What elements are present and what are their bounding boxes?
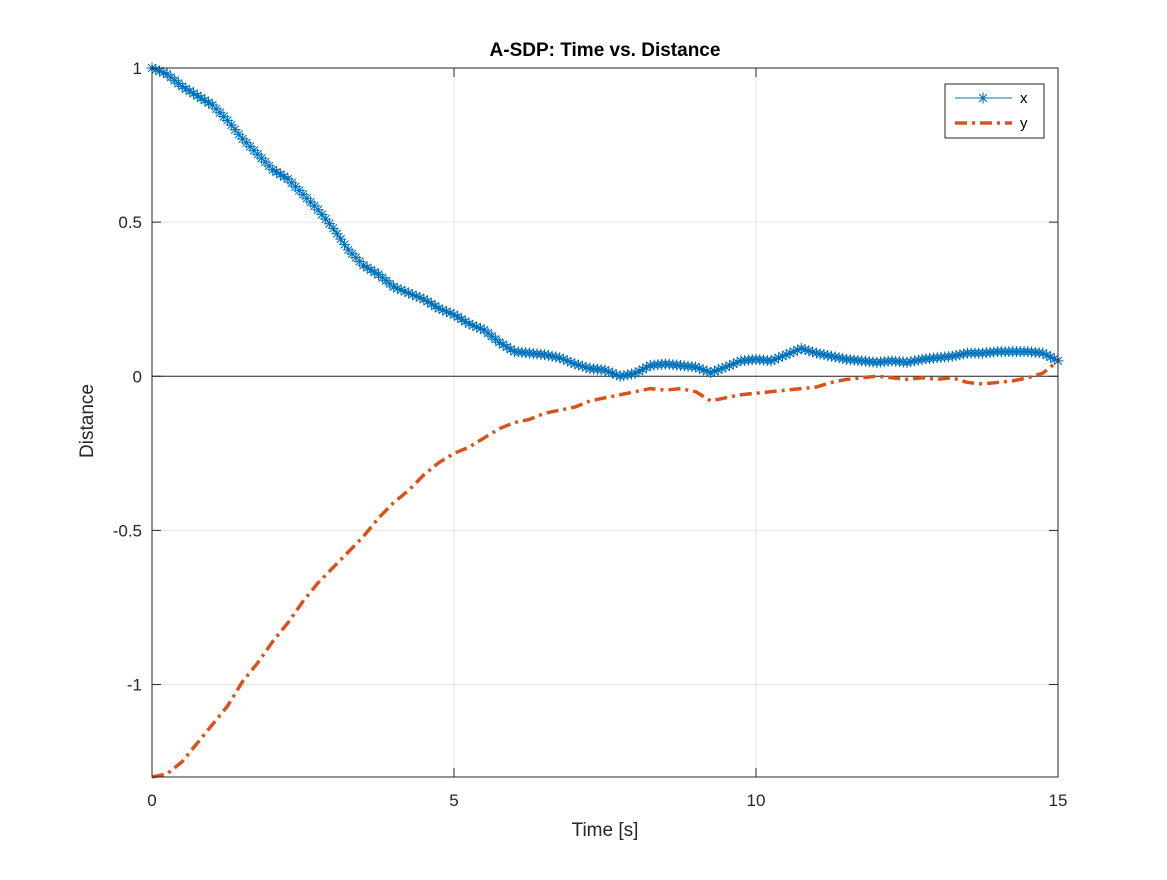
series-markers-x xyxy=(146,62,1064,382)
data-point-x xyxy=(701,365,713,377)
legend-marker-x xyxy=(977,92,989,104)
y-axis-label: Distance xyxy=(77,384,98,458)
legend-item-y: y xyxy=(955,115,1028,132)
legend-box xyxy=(944,83,1045,139)
x-axis-label: Time [s] xyxy=(572,820,639,841)
data-point-x xyxy=(641,361,653,373)
x-tick-label: 15 xyxy=(1049,791,1068,810)
data-point-x xyxy=(792,344,804,356)
ticks xyxy=(151,67,1059,777)
series-line-y xyxy=(151,359,1060,779)
y-tick-label: 0.5 xyxy=(118,213,142,232)
legend-label-y: y xyxy=(1020,115,1028,132)
x-tick-label: 5 xyxy=(449,791,458,810)
data-point-x xyxy=(580,361,592,373)
x-tick-label: 10 xyxy=(747,791,766,810)
series-layer xyxy=(146,62,1064,779)
tick-labels: 0 5 10 15 -1 -0.5 0 0.5 1 xyxy=(113,59,1068,810)
y-tick-label: 0 xyxy=(133,367,142,386)
chart-title: A-SDP: Time vs. Distance xyxy=(490,40,721,61)
axes-box xyxy=(151,67,1059,778)
legend-label-x: x xyxy=(1020,90,1028,107)
y-tick-label: 1 xyxy=(133,59,142,78)
y-tick-label: -0.5 xyxy=(113,521,142,540)
legend: xy xyxy=(944,83,1045,139)
data-point-x xyxy=(799,344,811,356)
legend-item-x: x xyxy=(955,90,1028,107)
data-point-x xyxy=(233,128,245,140)
data-point-x xyxy=(323,218,335,230)
y-tick-label: -1 xyxy=(127,676,142,695)
x-tick-label: 0 xyxy=(147,791,156,810)
